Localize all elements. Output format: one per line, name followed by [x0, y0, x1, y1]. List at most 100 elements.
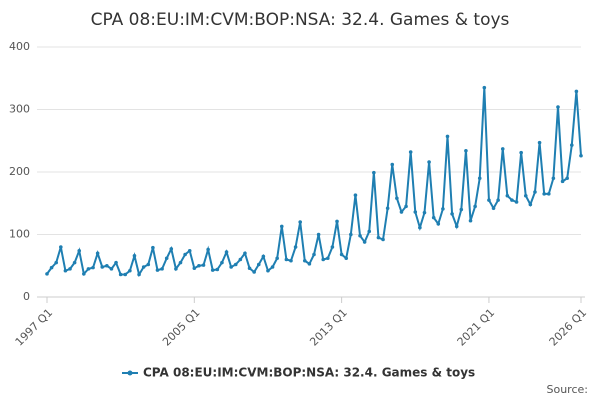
point: [441, 207, 445, 211]
point: [100, 265, 105, 269]
point: [270, 265, 275, 269]
point: [132, 253, 137, 258]
x-tick-label: 1997 Q1: [13, 306, 56, 349]
point: [565, 176, 569, 181]
point: [514, 200, 519, 204]
point: [141, 265, 146, 269]
point: [422, 210, 427, 215]
point: [312, 252, 316, 257]
point: [289, 258, 293, 263]
y-tick-label: 400: [9, 40, 30, 53]
point: [169, 247, 174, 251]
y-tick-label: 300: [9, 103, 30, 116]
point: [252, 270, 256, 274]
point: [321, 257, 326, 262]
point: [298, 220, 302, 224]
point: [63, 268, 68, 273]
point: [178, 260, 183, 265]
point: [247, 266, 252, 271]
point: [404, 204, 408, 209]
point: [519, 150, 523, 155]
point: [473, 204, 477, 209]
point: [256, 262, 261, 267]
point: [468, 218, 473, 223]
point: [445, 134, 450, 139]
point: [233, 262, 238, 267]
point: [49, 265, 54, 270]
point: [192, 266, 197, 271]
point: [510, 198, 514, 202]
point: [229, 265, 233, 269]
point: [160, 267, 164, 271]
point: [542, 192, 546, 196]
point: [155, 268, 160, 272]
point: [77, 248, 82, 253]
chart-title: CPA 08:EU:IM:CVM:BOP:NSA: 32.4. Games & …: [91, 10, 510, 30]
point: [551, 176, 556, 181]
legend-label: CPA 08:EU:IM:CVM:BOP:NSA: 32.4. Games & …: [143, 366, 475, 380]
series-line: [46, 87, 582, 278]
x-tick-label: 2013 Q1: [307, 306, 350, 349]
point: [574, 89, 579, 94]
point: [500, 147, 505, 151]
point: [114, 260, 118, 265]
point: [146, 262, 151, 267]
y-tick-label: 100: [9, 228, 30, 241]
point: [54, 260, 59, 265]
point: [431, 215, 436, 220]
point: [220, 260, 224, 265]
point: [210, 268, 215, 272]
point: [344, 256, 349, 261]
point: [243, 251, 247, 256]
x-tick-label: 2026 Q1: [547, 306, 590, 349]
point: [123, 272, 128, 277]
point: [358, 233, 362, 238]
point: [349, 232, 353, 237]
point: [367, 229, 372, 234]
point: [187, 248, 192, 253]
point: [385, 206, 390, 211]
point: [528, 202, 533, 207]
point: [413, 210, 418, 214]
point: [109, 267, 114, 271]
point: [238, 257, 243, 262]
point: [275, 256, 279, 261]
point: [105, 263, 109, 268]
point: [59, 245, 63, 249]
point: [261, 254, 266, 259]
point: [390, 162, 395, 167]
point: [82, 272, 86, 276]
point: [335, 219, 339, 224]
point: [174, 267, 178, 271]
point: [302, 258, 307, 263]
point: [86, 267, 91, 271]
point: [487, 198, 491, 202]
point: [266, 268, 270, 273]
point: [482, 85, 487, 90]
point: [330, 245, 335, 249]
y-tick-label: 0: [23, 290, 30, 303]
point: [45, 272, 49, 276]
point: [459, 207, 464, 212]
point: [164, 256, 169, 261]
point: [454, 224, 459, 229]
point: [372, 170, 376, 175]
point: [496, 198, 500, 202]
point: [450, 212, 454, 216]
point: [376, 235, 381, 240]
point: [307, 262, 312, 266]
point: [339, 252, 344, 257]
point: [418, 225, 422, 230]
point: [284, 257, 289, 262]
point: [224, 250, 229, 254]
source: Source:: [547, 383, 589, 396]
point: [137, 272, 141, 277]
point: [316, 232, 321, 237]
point: [72, 260, 77, 265]
point: [95, 251, 100, 256]
point: [491, 206, 496, 211]
point: [91, 265, 95, 270]
point: [151, 245, 155, 250]
point: [215, 267, 220, 272]
point: [362, 240, 367, 244]
